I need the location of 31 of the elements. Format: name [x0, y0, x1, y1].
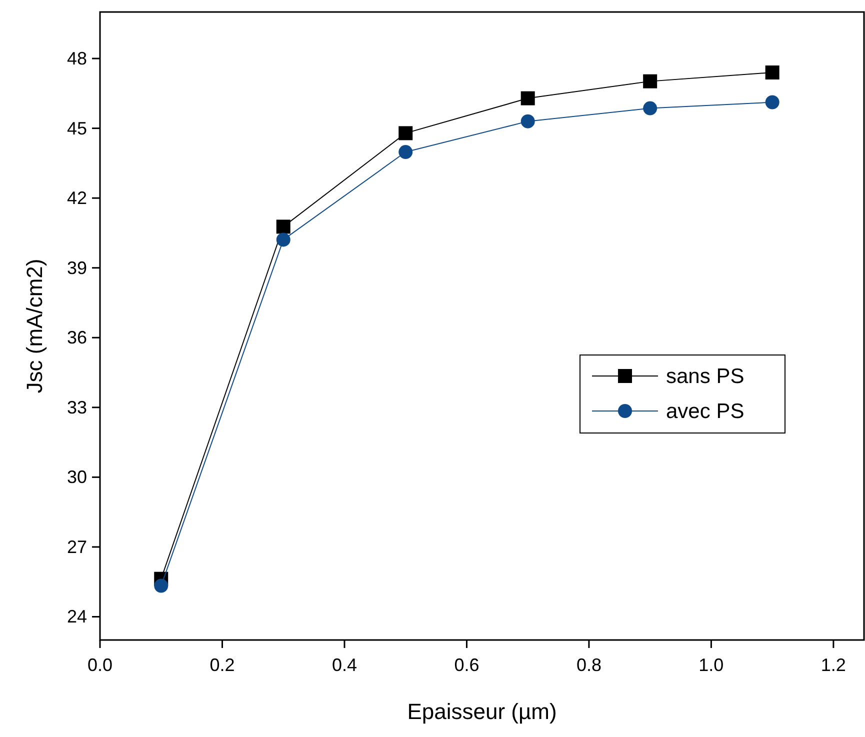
point	[765, 65, 780, 80]
x-tick-label: 1.2	[820, 655, 846, 675]
y-tick-label: 39	[66, 258, 87, 278]
x-tick-label: 0.2	[210, 655, 235, 675]
y-tick-label: 48	[66, 48, 87, 69]
y-tick-label: 42	[66, 188, 87, 208]
x-tick-label: 1.0	[698, 655, 724, 675]
point	[398, 145, 413, 160]
point	[643, 74, 658, 88]
y-tick-label: 36	[66, 328, 87, 348]
point	[520, 91, 535, 106]
legend-label: avec PS	[666, 400, 744, 423]
point	[520, 114, 535, 128]
y-axis-title: Jsc (mA/cm2)	[22, 258, 47, 394]
y-tick-label: 45	[66, 118, 87, 138]
y-tick-label: 33	[66, 397, 87, 418]
x-tick-label: 0.8	[576, 655, 602, 675]
x-tick-label: 0.6	[454, 655, 480, 675]
y-tick-label: 30	[66, 467, 87, 488]
x-tick-label: 0.4	[332, 655, 357, 675]
x-axis-title: Epaisseur (µm)	[407, 699, 557, 724]
point	[276, 220, 290, 234]
y-tick-label: 27	[66, 536, 87, 557]
point	[398, 126, 413, 140]
point	[765, 95, 780, 110]
legend-label: sans PS	[666, 365, 744, 388]
point	[643, 101, 658, 116]
point	[154, 578, 168, 593]
point	[276, 232, 290, 247]
y-tick-label: 24	[66, 606, 87, 627]
x-tick-label: 0.0	[87, 655, 113, 675]
